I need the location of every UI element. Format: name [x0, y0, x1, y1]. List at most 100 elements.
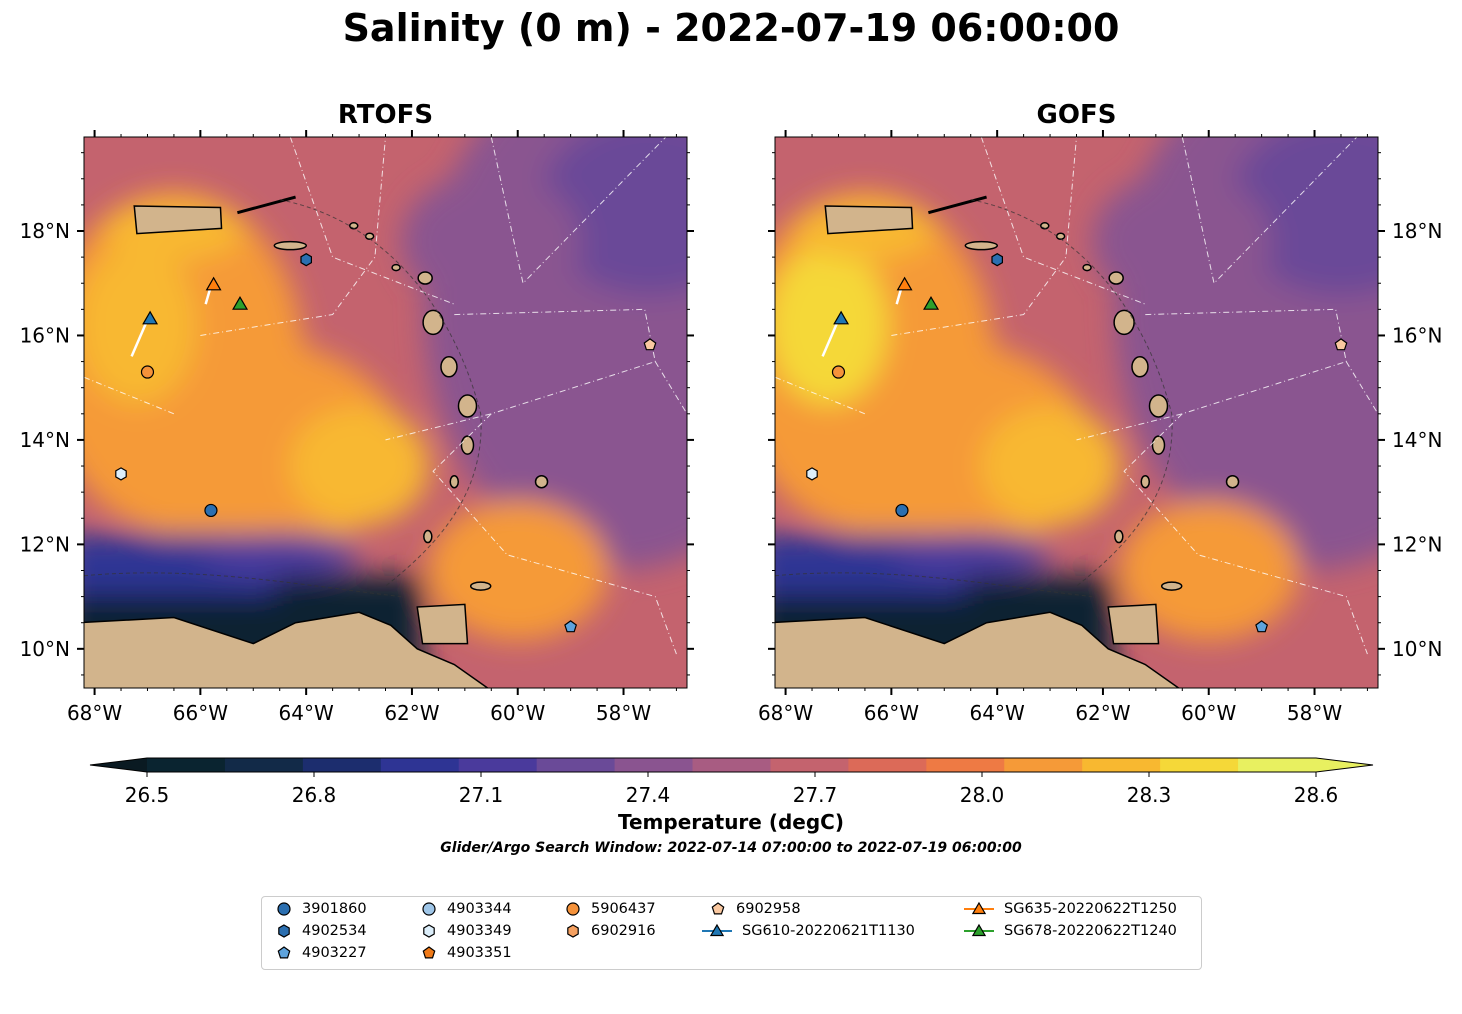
- argo-4903227: [1255, 620, 1269, 633]
- island: [1082, 263, 1092, 272]
- colorbar-tick-label: 28.0: [960, 783, 1005, 807]
- island: [964, 240, 999, 251]
- legend-label: 4903349: [447, 923, 512, 939]
- lon-tick-label: 66°W: [864, 701, 919, 725]
- landmass-venezuela: [775, 611, 1180, 688]
- lon-tick-label: 68°W: [758, 701, 813, 725]
- lat-tick-label: 14°N: [1392, 428, 1442, 452]
- field-blob: [401, 171, 582, 312]
- lat-tick-label: 18°N: [1392, 219, 1442, 243]
- land: [84, 195, 549, 688]
- colorbar-tick-label: 26.8: [292, 783, 337, 807]
- eez-line: [432, 413, 677, 655]
- legend-triangle-icon: [971, 923, 987, 937]
- colorbar-swatch: [147, 758, 226, 772]
- colorbar-swatch: [458, 758, 538, 772]
- eez-boundaries: [84, 137, 687, 655]
- eez-line: [775, 376, 866, 415]
- legend-item: 3901860: [276, 901, 367, 917]
- colorbar-swatch: [1082, 758, 1161, 772]
- colorbar-tick-label: 27.1: [459, 783, 504, 807]
- argo-6902958: [643, 338, 657, 351]
- island: [1151, 435, 1166, 455]
- argo-6902958: [1334, 338, 1348, 351]
- colorbar-swatch: [536, 758, 616, 772]
- island-trinidad: [1107, 603, 1160, 645]
- island-puerto-rico: [824, 205, 914, 235]
- eez-line: [654, 361, 687, 415]
- argo-4903227: [564, 620, 578, 633]
- legend-pentagon-icon: [422, 946, 436, 959]
- legend-marker: [702, 923, 732, 937]
- colorbar-swatch: [848, 758, 927, 772]
- colorbar-tick-label: 27.7: [793, 783, 838, 807]
- lat-tick-label: 18°N: [20, 219, 70, 243]
- lat-tick-label: 12°N: [20, 532, 70, 556]
- lon-tick-label: 62°W: [1075, 701, 1130, 725]
- island: [417, 271, 433, 285]
- colorbar-label: Temperature (degC): [618, 810, 844, 834]
- legend-hexagon-icon: [278, 924, 290, 938]
- colorbar-swatch: [1238, 758, 1317, 772]
- island: [1160, 581, 1183, 591]
- bathymetry-contour: [775, 572, 1093, 598]
- legend-item: SG610-20220621T1130: [702, 923, 915, 939]
- eez-line: [1076, 308, 1347, 441]
- eez-line: [200, 137, 386, 336]
- legend-circle-icon: [277, 902, 291, 916]
- legend-item: 4903344: [421, 901, 512, 917]
- lon-tick-label: 64°W: [970, 701, 1025, 725]
- field-blob: [289, 406, 430, 527]
- argo-5906437: [140, 365, 155, 379]
- eez-line: [1345, 361, 1378, 415]
- lat-tick-label: 12°N: [1392, 532, 1442, 556]
- legend-marker: [567, 924, 579, 938]
- legend-marker: [964, 923, 994, 937]
- legend-label: 6902958: [736, 901, 801, 917]
- legend-marker: [566, 902, 580, 916]
- colorbar-swatch: [692, 758, 771, 772]
- legend-item: 4903351: [421, 945, 512, 961]
- colorbar-tick-label: 27.4: [626, 783, 671, 807]
- field-blob: [775, 245, 888, 405]
- island: [1148, 394, 1169, 418]
- island: [1113, 309, 1135, 336]
- colorbar-swatch: [770, 758, 849, 772]
- eez-boundaries: [775, 137, 1378, 655]
- glider-track-sg610: [821, 319, 840, 357]
- island: [391, 263, 401, 272]
- colorbar-swatch: [614, 758, 694, 772]
- legend-marker: [277, 902, 291, 916]
- legend-triangle-icon: [971, 901, 987, 915]
- colorbar-min-extend: [90, 758, 147, 772]
- legend: 3901860 4902534 4903227 4903344 4903349 …: [261, 896, 1202, 970]
- glider-track-sg610: [130, 319, 149, 357]
- legend-item: 5906437: [565, 901, 656, 917]
- legend-marker: [711, 902, 725, 915]
- lon-tick-label: 58°W: [596, 701, 651, 725]
- panel-title-gofs: GOFS: [1036, 100, 1117, 130]
- glider-sg678: [232, 296, 249, 310]
- legend-marker: [423, 924, 435, 938]
- field-blob: [1092, 171, 1273, 312]
- argo-4902534: [300, 253, 312, 267]
- map-panel-gofs: 68°W 66°W 64°W 62°W 60°W 58°W 18°N 16°N 14°N 12°N…: [758, 130, 1442, 725]
- figure-title: Salinity (0 m) - 2022-07-19 06:00:00: [342, 6, 1120, 50]
- salinity-field: [84, 137, 687, 688]
- colorbar-swatch: [926, 758, 1005, 772]
- legend-label: 4903227: [302, 945, 367, 961]
- bathymetry-contour: [970, 199, 1173, 587]
- map-panel-rtofs: 68°W 66°W 64°W 62°W 60°W 58°W 18°N 16°N 14°N 12°N…: [20, 130, 694, 725]
- legend-item: 6902916: [565, 923, 656, 939]
- colorbar-swatch: [1004, 758, 1083, 772]
- legend-pentagon-icon: [711, 902, 725, 915]
- field-blob: [84, 245, 197, 405]
- lon-tick-label: 68°W: [67, 701, 122, 725]
- legend-label: SG635-20220622T1250: [1004, 901, 1177, 917]
- glider-sg678: [923, 296, 940, 310]
- bathymetry-contour: [279, 199, 482, 587]
- legend-item: 6902958: [710, 901, 801, 917]
- lat-tick-label: 16°N: [1392, 323, 1442, 347]
- legend-circle-icon: [566, 902, 580, 916]
- argo-3901860: [204, 503, 218, 518]
